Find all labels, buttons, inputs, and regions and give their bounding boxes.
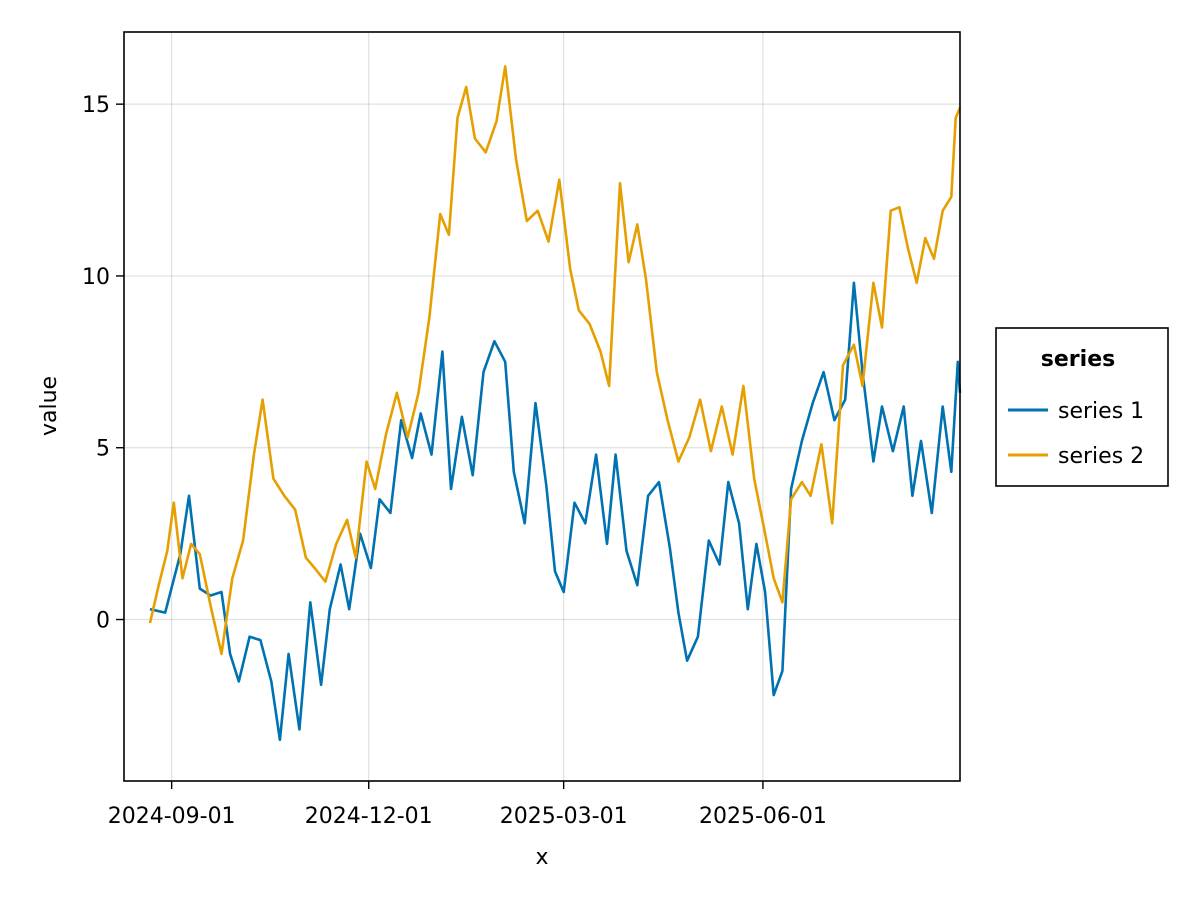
legend-title: series <box>1041 347 1115 372</box>
legend: series series 1 series 2 <box>995 327 1169 487</box>
x-tick-label: 2025-06-01 <box>699 804 827 829</box>
legend-label-series-2: series 2 <box>1058 444 1144 469</box>
y-axis-ticks: 0 5 10 15 <box>82 93 124 634</box>
x-tick-label: 2024-09-01 <box>108 804 236 829</box>
y-tick-label: 5 <box>96 437 110 462</box>
legend-label-series-1: series 1 <box>1058 399 1144 424</box>
x-tick-label: 2025-03-01 <box>500 804 628 829</box>
y-tick-label: 10 <box>82 265 110 290</box>
legend-box <box>995 327 1169 487</box>
y-tick-label: 15 <box>82 93 110 118</box>
plot-frame <box>123 31 961 782</box>
series-lines <box>148 65 962 742</box>
x-tick-label: 2024-12-01 <box>305 804 433 829</box>
y-axis-title: value <box>37 376 62 436</box>
y-tick-label: 0 <box>96 609 110 634</box>
x-axis-ticks: 2024-09-01 2024-12-01 2025-03-01 2025-06-01 <box>108 781 827 829</box>
series-line-2 <box>148 65 962 656</box>
x-axis-title: x <box>535 845 548 870</box>
